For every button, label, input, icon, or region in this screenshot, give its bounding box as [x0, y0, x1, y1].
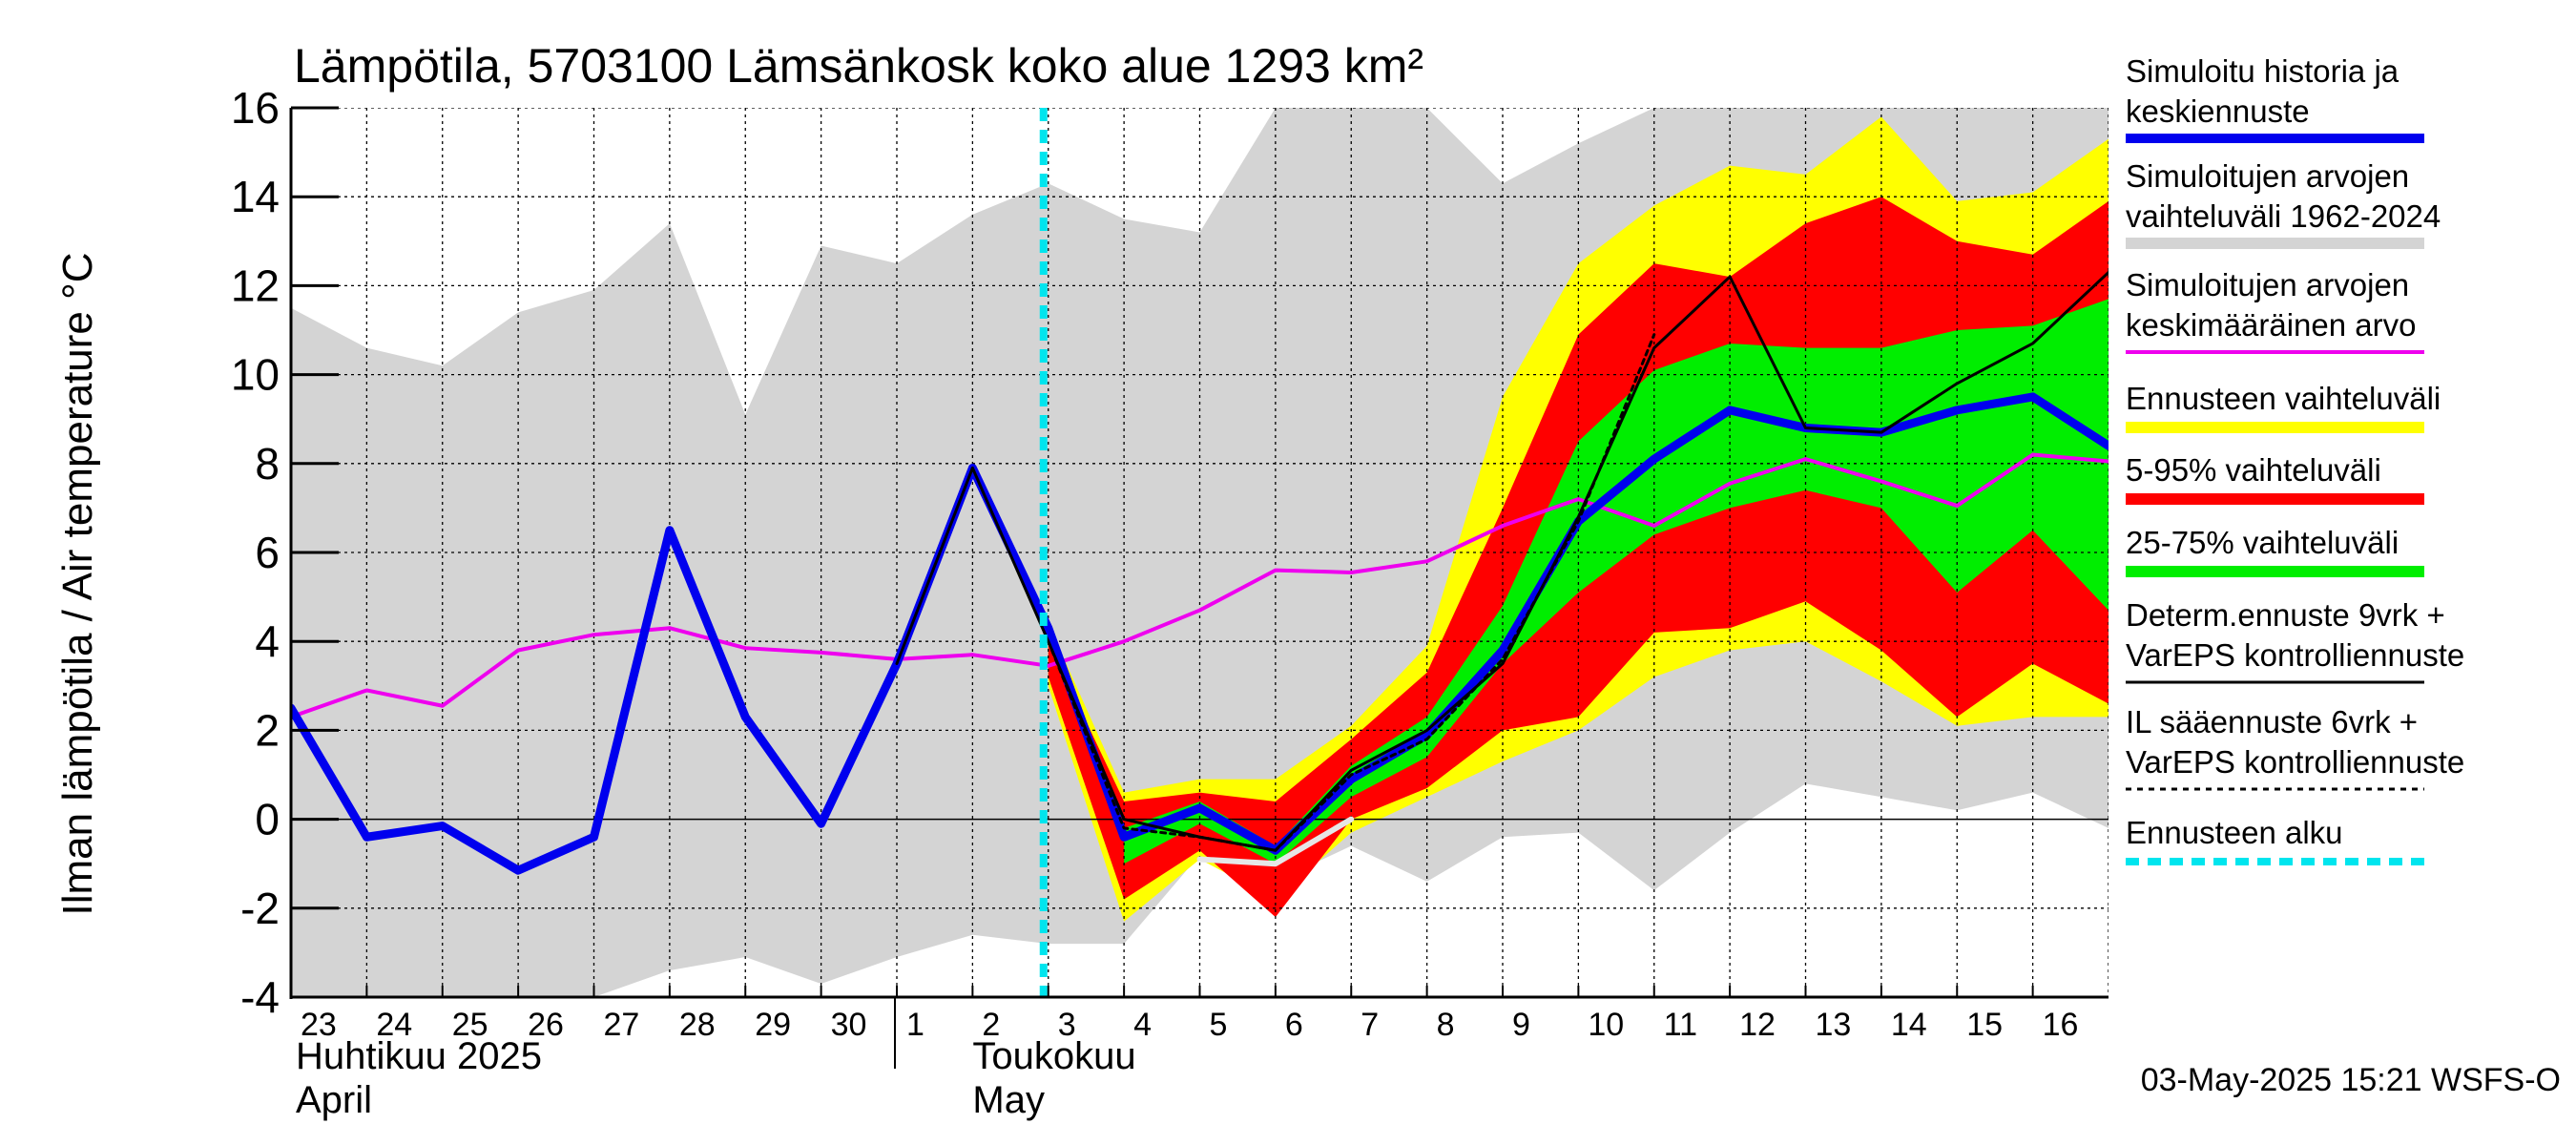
x-tick-label: 28 [679, 1007, 716, 1043]
x-tick-label: 2 [982, 1007, 1000, 1043]
legend-item-forecast-start: Ennusteen alku [2126, 815, 2424, 865]
hindcast-white-line [1196, 816, 1355, 867]
month-label-fi: Huhtikuu 2025 [296, 1035, 542, 1077]
plot-content [291, 108, 2109, 997]
x-tick-label: 15 [1966, 1007, 2003, 1043]
x-tick-label: 30 [831, 1007, 867, 1043]
month-label-fi: Toukokuu [972, 1035, 1135, 1077]
chart-title: Lämpötila, 5703100 Lämsänkosk koko alue … [294, 39, 1423, 93]
x-tick-label: 3 [1058, 1007, 1076, 1043]
y-tick-label: 10 [231, 350, 280, 400]
x-tick-label: 9 [1512, 1007, 1530, 1043]
month-label-en: May [972, 1079, 1045, 1121]
legend-text: Ennusteen alku [2126, 815, 2343, 850]
x-tick-label: 5 [1210, 1007, 1228, 1043]
legend-text: Simuloitujen arvojen [2126, 158, 2409, 194]
y-tick-label: 4 [255, 616, 280, 666]
legend-text: vaihteluväli 1962-2024 [2126, 198, 2441, 234]
il-forecast-line [1047, 333, 1656, 852]
legend-text: IL sääennuste 6vrk + [2126, 704, 2418, 739]
x-tick-label: 13 [1816, 1007, 1852, 1043]
mean-line [291, 452, 2109, 719]
x-tick-label: 26 [528, 1007, 564, 1043]
x-tick-label: 14 [1891, 1007, 1927, 1043]
x-tick-label: 4 [1133, 1007, 1152, 1043]
y-axis-label: Ilman lämpötila / Air temperature °C [54, 253, 101, 916]
legend-item-p5-95: 5-95% vaihteluväli [2126, 452, 2424, 505]
legend-text: VarEPS kontrolliennuste [2126, 744, 2464, 780]
y-tick-label: 6 [255, 528, 280, 577]
p25-75-band [1124, 299, 2109, 864]
x-tick-label: 7 [1361, 1007, 1379, 1043]
legend-text: VarEPS kontrolliennuste [2126, 637, 2464, 673]
y-tick-label: 16 [231, 83, 280, 133]
legend-item-deterministic: Determ.ennuste 9vrk + VarEPS kontrollienn… [2126, 597, 2464, 684]
x-tick-label: 27 [604, 1007, 640, 1043]
y-tick-label: -2 [240, 884, 280, 933]
legend-item-p25-75: 25-75% vaihteluväli [2126, 525, 2424, 577]
x-tick-label: 16 [2043, 1007, 2079, 1043]
y-tick-label: 14 [231, 172, 280, 221]
legend-item-forecast-range: Ennusteen vaihteluväli [2126, 381, 2441, 433]
y-tick-label: 2 [255, 705, 280, 755]
month-label-en: April [296, 1079, 372, 1121]
legend: Simuloitu historia jakeskiennusteSimuloi… [2126, 53, 2464, 865]
legend-text: 5-95% vaihteluväli [2126, 452, 2381, 488]
legend-item-mean: Simuloitujen arvojen keskimääräinen arvo [2126, 267, 2424, 354]
legend-text: Simuloitujen arvojen [2126, 267, 2409, 302]
legend-text: keskiennuste [2126, 94, 2310, 129]
legend-text: Determ.ennuste 9vrk + [2126, 597, 2445, 633]
x-tick-label: 11 [1664, 1007, 1697, 1043]
legend-text: keskimääräinen arvo [2126, 307, 2416, 343]
x-tick-label: 1 [906, 1007, 924, 1043]
y-tick-label: -4 [240, 972, 280, 1022]
legend-text: 25-75% vaihteluväli [2126, 525, 2399, 560]
legend-item-simulated: Simuloitu historia ja keskiennuste [2126, 53, 2424, 143]
y-tick-label: 8 [255, 439, 280, 489]
y-tick-label: 12 [231, 260, 280, 310]
x-tick-label: 10 [1588, 1007, 1624, 1043]
x-tick-label: 29 [755, 1007, 791, 1043]
plot-area [291, 108, 2109, 997]
x-tick-label: 25 [452, 1007, 488, 1043]
grid [291, 108, 2109, 997]
y-tick-label: 0 [255, 795, 280, 844]
legend-text: Simuloitu historia ja [2126, 53, 2399, 89]
legend-text: Ennusteen vaihteluväli [2126, 381, 2441, 416]
legend-item-sim-range: Simuloitujen arvojen vaihteluväli 1962-20… [2126, 158, 2441, 249]
deterministic-line [895, 270, 2109, 852]
x-tick-label: 6 [1285, 1007, 1303, 1043]
timestamp: 03-May-2025 15:21 WSFS-O [2141, 1062, 2561, 1098]
x-tick-label: 23 [301, 1007, 337, 1043]
x-tick-label: 12 [1739, 1007, 1776, 1043]
legend-item-il-forecast: IL sääennuste 6vrk + VarEPS kontrollienn… [2126, 704, 2464, 791]
x-tick-label: 8 [1437, 1007, 1455, 1043]
x-tick-label: 24 [376, 1007, 412, 1043]
